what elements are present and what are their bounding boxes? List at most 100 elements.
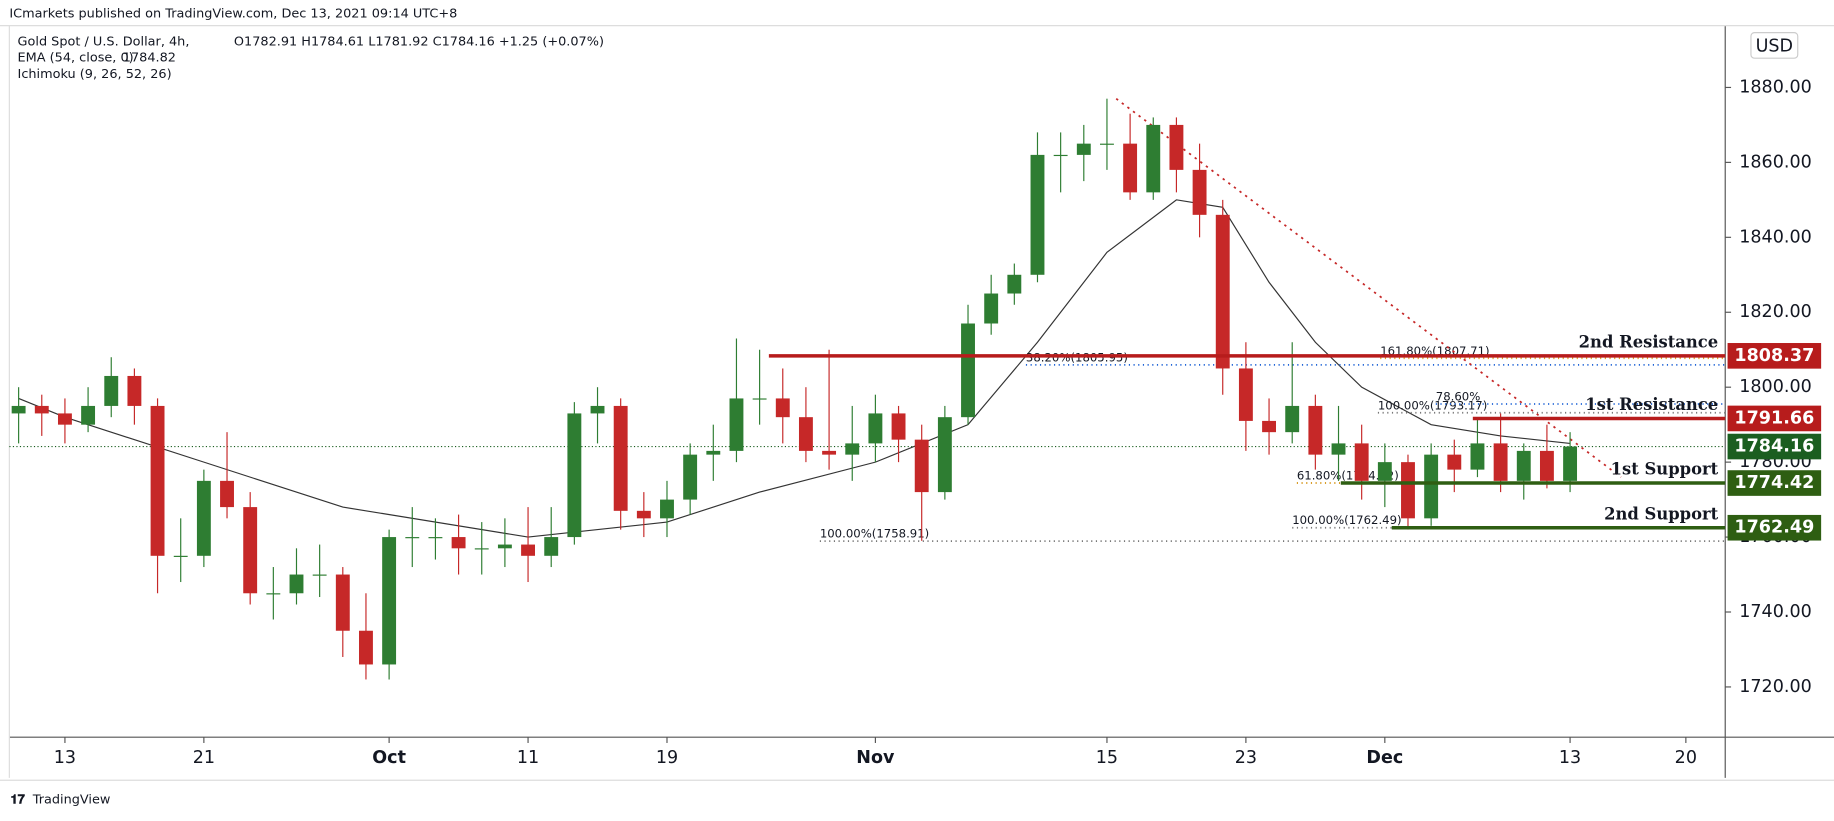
candle-body <box>127 375 142 406</box>
x-tick-label: Dec <box>1366 748 1403 768</box>
candle-body <box>1470 443 1485 470</box>
candle-body <box>104 375 119 406</box>
level-label: 2nd Support <box>1604 504 1719 523</box>
candle-body <box>1100 143 1114 145</box>
candle-body <box>544 537 559 556</box>
candle-body <box>196 480 211 556</box>
candle-body <box>1123 143 1138 193</box>
candle-body <box>775 398 790 418</box>
candle-body <box>660 499 674 519</box>
fib-label: 78.60% <box>1436 390 1481 404</box>
symbol: Gold Spot / U.S. Dollar, 4h, <box>18 34 190 49</box>
candle-body <box>636 510 651 519</box>
candle-body <box>1076 143 1091 155</box>
candle-body <box>1354 443 1369 481</box>
current-price-label: 1784.16 <box>1734 437 1814 457</box>
candle-body <box>1285 405 1300 433</box>
candle-body <box>590 405 605 414</box>
candle-body <box>220 480 234 508</box>
candle-body <box>57 413 72 425</box>
candle-body <box>81 405 96 425</box>
level-tag-label: 1808.37 <box>1734 346 1814 366</box>
candle-body <box>891 413 906 440</box>
fib-label: 100.00%(1758.91) <box>820 527 929 541</box>
fib-label: 100.00%(1793.17) <box>1378 398 1487 412</box>
current-price-tag <box>1727 433 1822 460</box>
y-tick-label: 1720.00 <box>1739 677 1812 697</box>
candle-body <box>474 548 489 550</box>
currency-button[interactable] <box>1750 32 1799 59</box>
x-tick-label: Oct <box>372 748 406 768</box>
candle-body <box>1377 462 1392 481</box>
y-tick-label: 1820.00 <box>1739 302 1812 322</box>
candle-body <box>1493 443 1508 481</box>
candle-body <box>34 405 49 414</box>
candle-body <box>937 417 952 493</box>
y-tick-label: 1860.00 <box>1739 152 1812 172</box>
ema-legend: EMA (54, close, 0) <box>18 51 134 66</box>
candle-body <box>822 450 837 455</box>
x-tick-label: 15 <box>1096 748 1118 768</box>
y-tick-label: 1740.00 <box>1739 602 1812 622</box>
candle-body <box>1238 368 1253 421</box>
candle-body <box>868 413 883 444</box>
candle-body <box>173 555 188 557</box>
candle-body <box>335 574 350 631</box>
candle-body <box>1401 462 1415 519</box>
y-tick-label: 1880.00 <box>1739 77 1812 97</box>
candle-body <box>1563 446 1578 481</box>
level-tag-label: 1762.49 <box>1734 518 1814 538</box>
ema-value: 1784.82 <box>123 51 176 66</box>
ohlc: O1782.91 H1784.61 L1781.92 C1784.16 +1.2… <box>234 34 604 49</box>
x-tick-label: Nov <box>856 748 895 768</box>
x-tick-label: 19 <box>656 748 678 768</box>
candle-body <box>312 574 327 576</box>
x-tick-label: 13 <box>54 748 76 768</box>
level-tag <box>1727 343 1822 369</box>
brand: TradingView <box>32 793 111 808</box>
y-tick-label: 1840.00 <box>1739 227 1812 247</box>
currency[interactable]: USD <box>1756 37 1793 57</box>
candle-body <box>428 537 443 539</box>
brand-logo: 𝟏𝟕 <box>11 793 26 808</box>
candle-body <box>752 398 767 400</box>
x-tick-label: 23 <box>1235 748 1257 768</box>
candle-body <box>1262 420 1276 433</box>
candle-body <box>613 405 628 511</box>
candle-body <box>1169 124 1184 170</box>
candle-body <box>798 417 813 451</box>
candle-body <box>1331 443 1346 455</box>
candle-body <box>961 323 975 418</box>
level-label: 1st Resistance <box>1585 395 1718 414</box>
level-tag-label: 1774.42 <box>1734 473 1814 493</box>
candle-body <box>1447 454 1462 470</box>
candle-body <box>984 293 999 324</box>
candle-body <box>266 593 281 595</box>
level-tag <box>1727 405 1822 432</box>
candle-body <box>914 439 929 493</box>
candle-body <box>1146 124 1161 193</box>
candle-body <box>451 537 466 549</box>
candle-body <box>729 398 744 451</box>
y-tick-label: 1800.00 <box>1739 377 1812 397</box>
candle-body <box>1539 450 1554 481</box>
publish-header: ICmarkets published on TradingView.com, … <box>9 6 457 21</box>
x-tick-label: 13 <box>1559 748 1581 768</box>
x-tick-label: 20 <box>1675 748 1697 768</box>
x-tick-label: 11 <box>517 748 539 768</box>
candle-body <box>1215 214 1230 369</box>
candle-body <box>150 405 165 556</box>
candle-body <box>1424 454 1439 519</box>
ema-line <box>18 199 1571 538</box>
candle-body <box>706 450 721 455</box>
level-tag-label: 1791.66 <box>1734 408 1814 428</box>
candle-body <box>11 405 26 414</box>
candle-body <box>1030 154 1045 275</box>
candle-body <box>1007 274 1022 294</box>
candle-body <box>382 537 397 665</box>
candle-body <box>243 507 258 594</box>
candle-body <box>521 544 536 556</box>
candle-body <box>497 544 512 549</box>
